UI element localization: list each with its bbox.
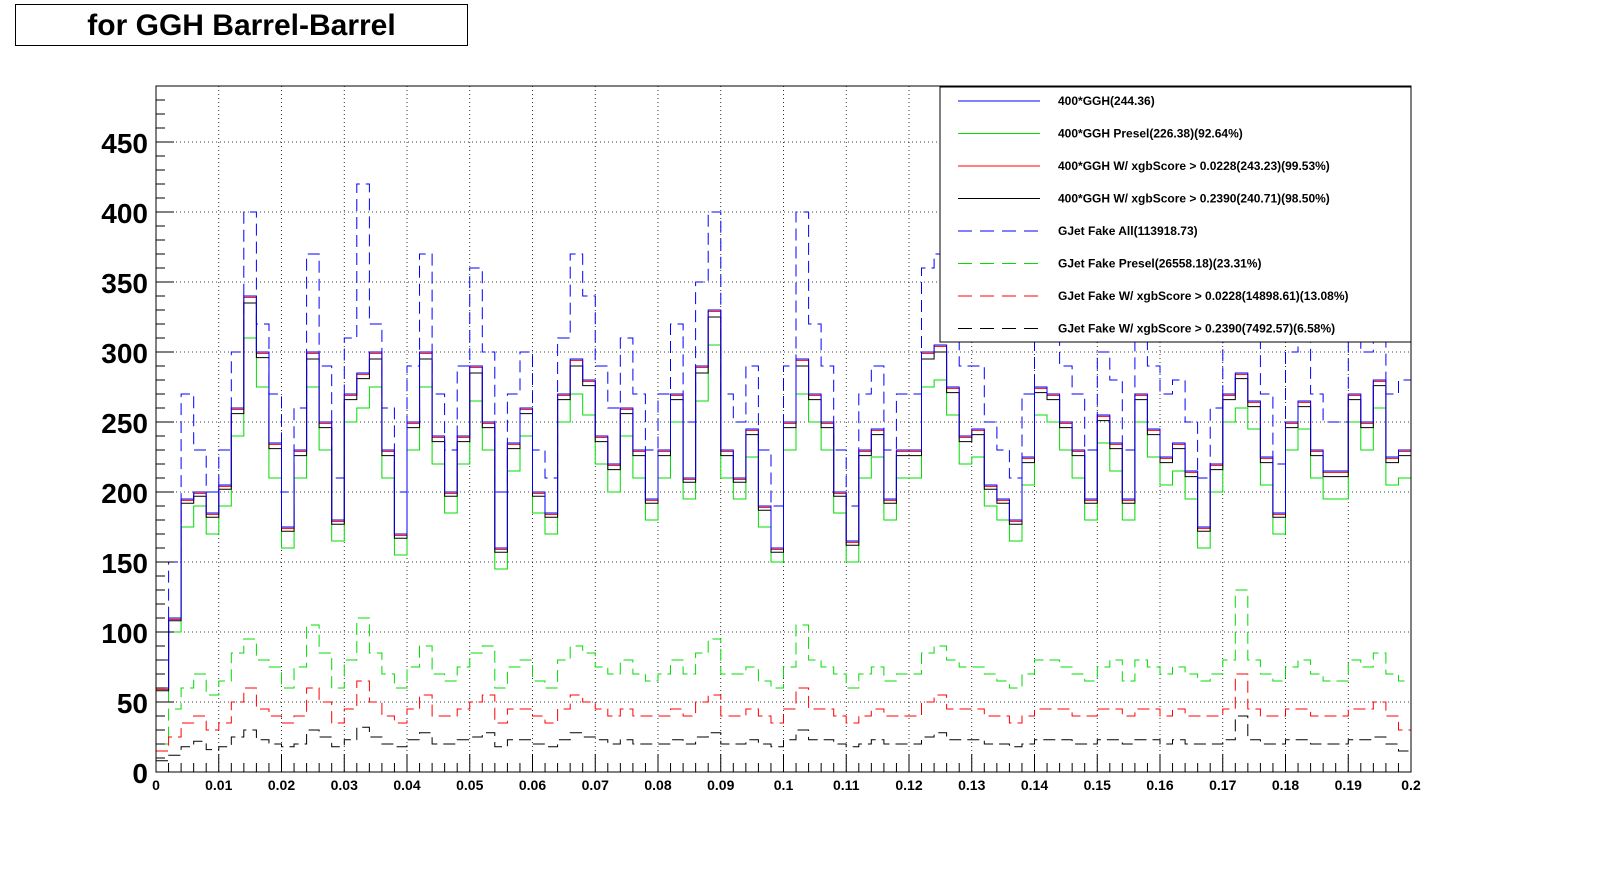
- x-tick-label: 0.12: [895, 777, 922, 793]
- x-tick-label: 0.19: [1335, 777, 1362, 793]
- x-tick-label: 0.01: [205, 777, 232, 793]
- y-tick-label: 200: [101, 478, 148, 509]
- x-tick-label: 0.09: [707, 777, 734, 793]
- legend-entry: GJet Fake Presel(26558.18)(23.31%): [1058, 257, 1261, 271]
- x-tick-label: 0.1: [774, 777, 794, 793]
- x-tick-label: 0.15: [1084, 777, 1111, 793]
- legend-entry: GJet Fake W/ xgbScore > 0.0228(14898.61)…: [1058, 289, 1349, 303]
- y-tick-label: 250: [101, 408, 148, 439]
- legend-entry: GJet Fake All(113918.73): [1058, 224, 1198, 238]
- series-line: [156, 295, 1411, 689]
- y-tick-label: 50: [117, 688, 148, 719]
- legend-entry: 400*GGH W/ xgbScore > 0.0228(243.23)(99.…: [1058, 159, 1330, 173]
- x-tick-label: 0.2: [1401, 777, 1421, 793]
- x-tick-label: 0.17: [1209, 777, 1236, 793]
- x-tick-label: 0.14: [1021, 777, 1048, 793]
- legend-entry: 400*GGH W/ xgbScore > 0.2390(240.71)(98.…: [1058, 192, 1330, 206]
- x-tick-label: 0.13: [958, 777, 985, 793]
- y-tick-label: 400: [101, 198, 148, 229]
- y-tick-label: 100: [101, 618, 148, 649]
- series-line: [156, 183, 1411, 661]
- series-line: [156, 715, 1411, 762]
- x-tick-label: 0.06: [519, 777, 546, 793]
- series-layer: [156, 183, 1411, 762]
- ticks: 0 50 100 150 200 250 300 350 400 450 0 0.01 0.02 0.03…: [101, 85, 1421, 793]
- x-tick-label: 0.07: [582, 777, 609, 793]
- y-tick-label: 0: [132, 758, 148, 789]
- x-tick-label: 0: [152, 777, 160, 793]
- y-tick-label: 150: [101, 548, 148, 579]
- legend-box: [939, 86, 1412, 343]
- legend-entry: GJet Fake W/ xgbScore > 0.2390(7492.57)(…: [1058, 322, 1335, 336]
- x-tick-label: 0.08: [644, 777, 671, 793]
- x-tick-label: 0.18: [1272, 777, 1299, 793]
- series-line: [156, 589, 1411, 745]
- legend-entry: 400*GGH Presel(226.38)(92.64%): [1058, 127, 1243, 141]
- series-line: [156, 673, 1411, 752]
- y-tick-label: 350: [101, 268, 148, 299]
- legend-entry: 400*GGH(244.36): [1058, 94, 1155, 108]
- y-tick-label: 300: [101, 338, 148, 369]
- legend: 400*GGH(244.36) 400*GGH Presel(226.38)(92…: [939, 86, 1412, 343]
- x-tick-label: 0.16: [1146, 777, 1173, 793]
- y-tick-label: 450: [101, 128, 148, 159]
- x-tick-label: 0.03: [331, 777, 358, 793]
- chart-title: for GGH Barrel-Barrel: [87, 9, 396, 42]
- x-tick-label: 0.04: [393, 777, 420, 793]
- x-tick-label: 0.05: [456, 777, 483, 793]
- x-tick-label: 0.02: [268, 777, 295, 793]
- title-box: for GGH Barrel-Barrel: [15, 4, 468, 46]
- x-tick-label: 0.11: [833, 777, 860, 793]
